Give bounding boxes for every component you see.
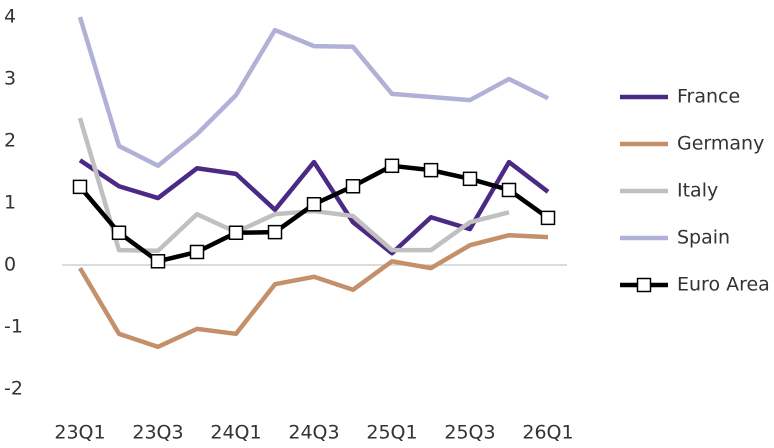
x-tick-label: 24Q3 — [288, 422, 339, 444]
point-marker — [189, 244, 205, 260]
point-marker — [540, 210, 556, 226]
series-line — [78, 232, 549, 350]
point-marker — [345, 179, 361, 194]
x-tick-label: 25Q1 — [366, 422, 417, 444]
legend-marker — [636, 277, 652, 293]
x-tick-label: 23Q3 — [132, 422, 183, 444]
point-marker — [423, 162, 439, 178]
series-line — [77, 117, 510, 253]
point-marker — [384, 158, 400, 174]
x-tick-label: 24Q1 — [210, 422, 261, 444]
y-tick-label: 4 — [4, 6, 16, 28]
legend-label: Euro Area — [677, 274, 770, 296]
series-line — [78, 158, 550, 256]
y-tick-label: 1 — [4, 192, 16, 214]
point-marker — [150, 254, 166, 269]
point-marker — [462, 171, 478, 187]
x-tick-label: 25Q3 — [444, 422, 495, 444]
point-marker — [501, 182, 517, 198]
x-tick-label: 23Q1 — [54, 422, 105, 444]
y-tick-label: -2 — [4, 378, 23, 400]
series-line — [77, 16, 549, 169]
y-tick-label: 2 — [4, 130, 16, 152]
legend-label: Italy — [677, 180, 718, 202]
point-marker — [111, 225, 127, 241]
legend-label: Germany — [677, 133, 764, 155]
point-marker — [228, 225, 244, 241]
legend-label: France — [677, 86, 740, 108]
point-marker — [267, 224, 283, 240]
x-tick-label: 26Q1 — [522, 422, 573, 444]
y-tick-label: 3 — [4, 68, 16, 90]
y-tick-label: 0 — [4, 254, 16, 276]
point-marker — [306, 196, 322, 212]
point-marker — [72, 179, 88, 195]
y-tick-label: -1 — [4, 316, 23, 338]
legend-label: Spain — [677, 227, 730, 249]
